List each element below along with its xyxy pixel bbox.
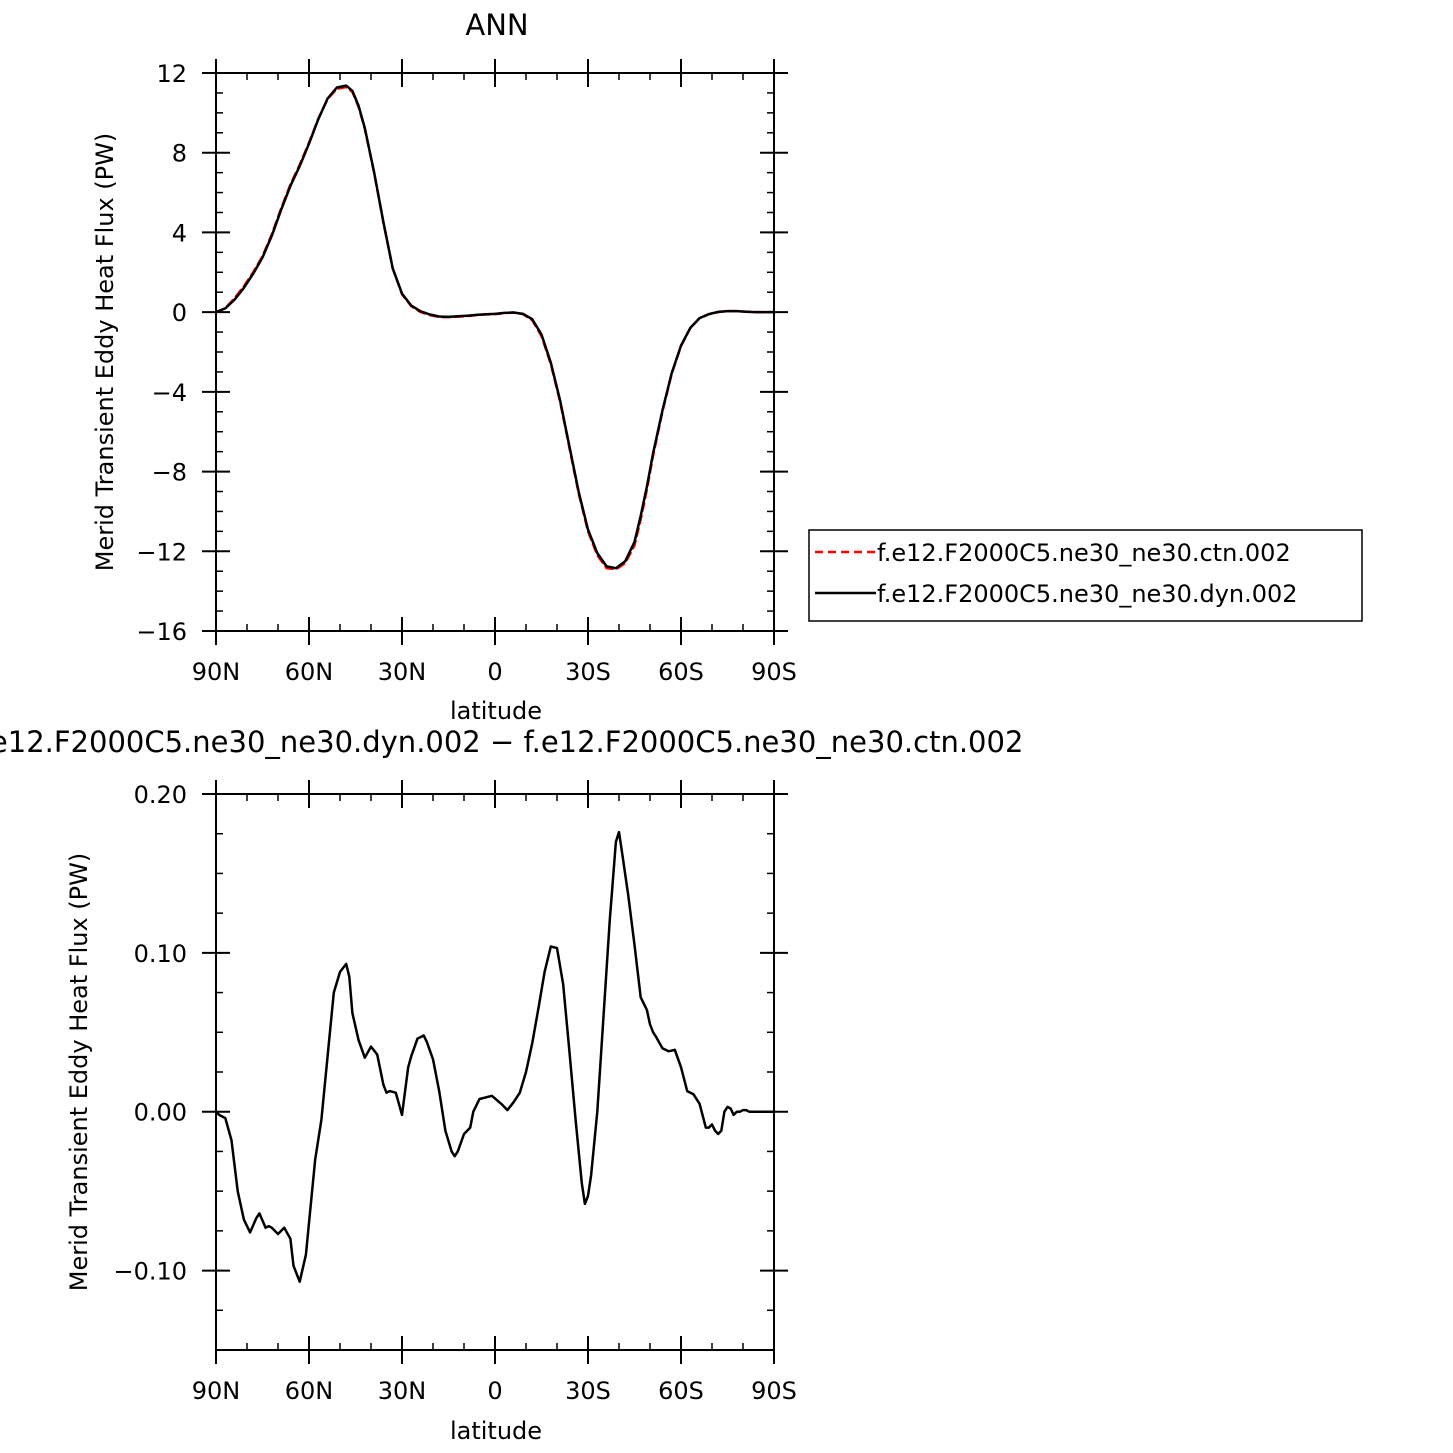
bottom-y-tick-label: 0.00: [134, 1099, 187, 1127]
top-x-tick-label: 60S: [658, 658, 704, 686]
top-panel-frame: [215, 72, 775, 632]
top-series-line-1: [214, 84, 776, 570]
top-panel: ANN 90N 60N 30N 0 30S 60S 90S 12 8 4 0 −4 −8 −12 −16 l…: [91, 8, 797, 725]
bottom-panel-y-axis-title: Merid Transient Eddy Heat Flux (PW): [65, 853, 93, 1291]
top-x-tick-label: 60N: [285, 658, 334, 686]
bottom-x-tick-label: 90N: [192, 1377, 241, 1405]
top-y-tick-label: −12: [136, 538, 187, 566]
top-panel-y-axis-title: Merid Transient Eddy Heat Flux (PW): [91, 133, 119, 571]
bottom-panel-series: [214, 830, 776, 1283]
top-y-tick-label: 8: [172, 140, 187, 168]
legend-label-dyn: f.e12.F2000C5.ne30_ne30.dyn.002: [877, 580, 1298, 608]
bottom-panel-gridticks: 90N 60N 30N 0 30S 60S 90S 0.20 0.10 0.00 −0.10: [113, 780, 797, 1405]
top-y-tick-label: 4: [172, 219, 187, 247]
top-x-tick-label: 30N: [378, 658, 427, 686]
bottom-y-tick-label: −0.10: [113, 1258, 187, 1286]
top-y-tick-label: 12: [156, 60, 187, 88]
bottom-x-tick-label: 90S: [751, 1377, 797, 1405]
bottom-series-line-0: [214, 830, 776, 1283]
top-y-tick-label: −8: [152, 459, 187, 487]
top-y-tick-label: 0: [172, 299, 187, 327]
top-y-tick-label: −4: [152, 379, 187, 407]
bottom-y-tick-label: 0.20: [134, 781, 187, 809]
bottom-x-tick-label: 30N: [378, 1377, 427, 1405]
bottom-y-tick-label: 0.10: [134, 940, 187, 968]
top-x-tick-label: 90N: [192, 658, 241, 686]
bottom-panel-x-axis-title: latitude: [450, 1417, 542, 1445]
legend-box: [808, 529, 1363, 622]
top-panel-series: [214, 84, 776, 571]
legend: f.e12.F2000C5.ne30_ne30.ctn.002 f.e12.F2…: [808, 529, 1363, 622]
bottom-x-tick-label: 60S: [658, 1377, 704, 1405]
bottom-x-tick-label: 0: [487, 1377, 502, 1405]
top-panel-gridticks: 90N 60N 30N 0 30S 60S 90S 12 8 4 0 −4 −8 −12 −16: [136, 59, 797, 686]
bottom-panel-frame: [215, 793, 775, 1351]
top-x-tick-label: 90S: [751, 658, 797, 686]
top-y-tick-label: −16: [136, 618, 187, 646]
top-panel-title: ANN: [465, 8, 528, 42]
top-x-tick-label: 30S: [565, 658, 611, 686]
bottom-panel: f.e12.F2000C5.ne30_ne30.dyn.002 − f.e12.…: [0, 725, 1023, 1445]
bottom-panel-title: f.e12.F2000C5.ne30_ne30.dyn.002 − f.e12.…: [0, 725, 1023, 759]
top-panel-x-axis-title: latitude: [450, 697, 542, 725]
bottom-x-tick-label: 30S: [565, 1377, 611, 1405]
top-x-tick-label: 0: [487, 658, 502, 686]
legend-label-ctn: f.e12.F2000C5.ne30_ne30.ctn.002: [877, 539, 1291, 567]
bottom-x-tick-label: 60N: [285, 1377, 334, 1405]
